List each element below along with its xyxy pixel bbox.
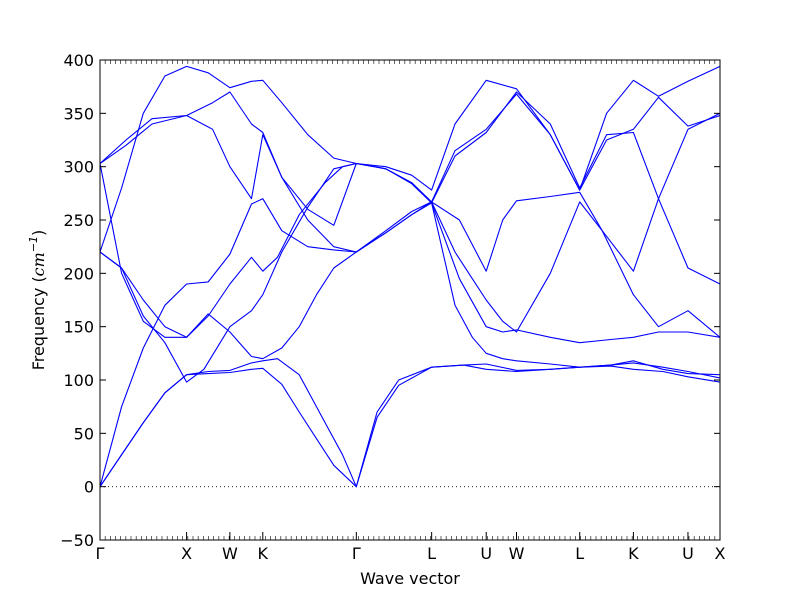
x-axis-label: Wave vector [360,569,460,588]
y-tick-label: 250 [63,211,94,230]
y-tick-label: 150 [63,318,94,337]
y-axis-label-text: Frequency [29,288,48,371]
x-tick-label: U [682,544,694,563]
branch-line-1 [100,364,720,488]
branch-line-4 [100,162,720,383]
x-tick-label: X [715,544,726,563]
y-axis-label: Frequency (cm−1) [27,230,48,371]
x-tick-label: Γ [96,544,105,563]
x-tick-label: L [427,544,436,563]
branch-line-9 [100,65,720,253]
series-group [100,65,720,488]
x-tick-label: W [222,544,238,563]
x-tick-label: U [480,544,492,563]
y-tick-label: 400 [63,51,94,70]
y-tick-label: 200 [63,264,94,283]
y-tick-label: 0 [84,478,94,497]
x-tick-label: K [628,544,639,563]
x-tick-label: W [509,544,525,563]
branch-line-6 [100,162,720,376]
x-tick-label: Γ [352,544,361,563]
y-tick-label: 100 [63,371,94,390]
y-axis-unit-exponent: −1 [27,236,40,252]
y-tick-label: 50 [74,424,94,443]
branch-line-8 [100,91,720,285]
y-tick-label: −50 [60,531,94,550]
x-tick-label: X [181,544,192,563]
x-tick-label: K [258,544,269,563]
x-tick-label: L [575,544,584,563]
branch-line-7 [100,93,720,253]
y-axis-unit: cm [29,252,48,276]
y-tick-label: 300 [63,158,94,177]
y-axis: −50 0 50 100 150 200 250 300 350 400 [60,51,720,550]
y-tick-label: 350 [63,104,94,123]
branch-line-3 [100,112,720,487]
